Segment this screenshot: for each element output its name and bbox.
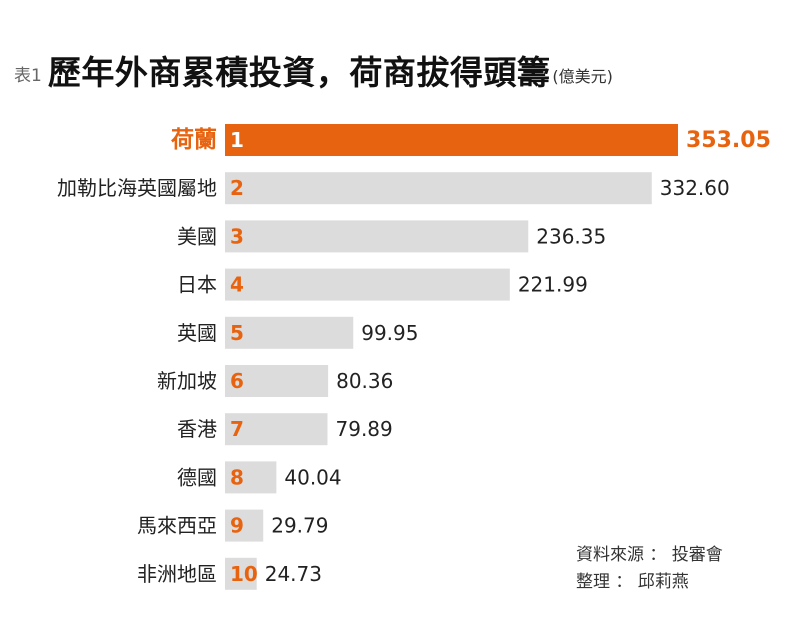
rank-label: 5 xyxy=(230,321,244,345)
category-label: 加勒比海英國屬地 xyxy=(57,176,217,200)
title-text: 歷年外商累積投資，荷商拔得頭籌 xyxy=(47,53,551,92)
category-label: 美國 xyxy=(177,224,217,248)
category-label: 日本 xyxy=(177,273,217,297)
source-line: 資料來源 ： 投審會 xyxy=(576,545,723,565)
editor-line: 整理 ： 邱莉燕 xyxy=(576,572,689,592)
category-label: 馬來西亞 xyxy=(137,514,217,538)
value-label: 353.05 xyxy=(686,128,771,153)
rank-label: 2 xyxy=(230,176,244,200)
bar-10 xyxy=(225,557,257,590)
bar-1 xyxy=(225,124,678,156)
bar-5 xyxy=(225,316,354,349)
unit-label: (億美元) xyxy=(552,67,613,86)
category-label: 新加坡 xyxy=(157,369,217,393)
rank-label: 9 xyxy=(230,514,244,538)
rank-label: 3 xyxy=(230,224,244,248)
category-label: 荷蘭 xyxy=(171,127,217,153)
category-label: 英國 xyxy=(177,321,217,345)
bar-7 xyxy=(225,413,328,446)
value-label: 221.99 xyxy=(518,273,588,297)
rank-label: 4 xyxy=(230,273,244,297)
value-label: 40.04 xyxy=(284,465,341,489)
chart-title: 表1 歷年外商累積投資，荷商拔得頭籌 (億美元) xyxy=(14,50,613,94)
bar-4 xyxy=(225,268,510,301)
rank-label: 10 xyxy=(230,562,258,586)
category-label: 香港 xyxy=(177,417,217,441)
bar-8 xyxy=(225,461,277,494)
value-label: 24.73 xyxy=(265,562,322,586)
bar-3 xyxy=(225,220,529,253)
value-label: 332.60 xyxy=(660,176,730,200)
value-label: 79.89 xyxy=(336,417,393,441)
rank-label: 8 xyxy=(230,465,244,489)
category-label: 德國 xyxy=(177,465,217,489)
value-label: 29.79 xyxy=(271,514,328,538)
table-number: 表1 xyxy=(14,66,42,86)
value-label: 80.36 xyxy=(336,369,393,393)
value-label: 99.95 xyxy=(361,321,418,345)
bar-2 xyxy=(225,172,652,205)
rank-label: 7 xyxy=(230,417,244,441)
bar-6 xyxy=(225,365,329,397)
rank-label: 1 xyxy=(230,128,244,152)
bar-9 xyxy=(225,509,264,542)
rank-label: 6 xyxy=(230,369,244,393)
value-label: 236.35 xyxy=(536,224,606,248)
source-note: 資料來源 ： 投審會 整理 ： 邱莉燕 xyxy=(576,542,723,596)
category-label: 非洲地區 xyxy=(137,562,217,586)
